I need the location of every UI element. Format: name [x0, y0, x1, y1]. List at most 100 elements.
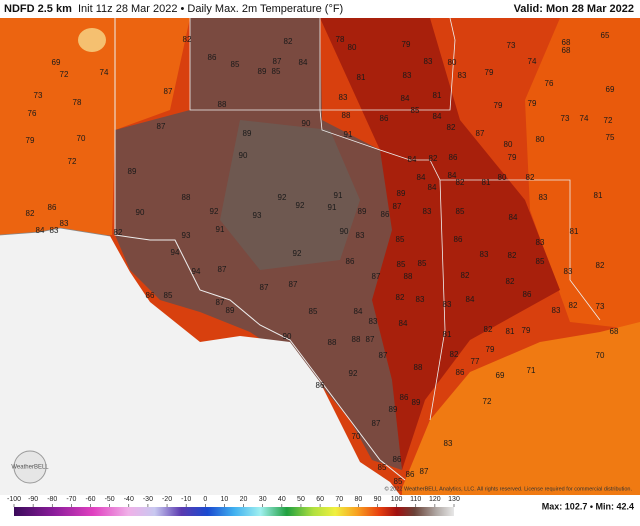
temp-label: 82 [526, 173, 535, 182]
temp-label: 73 [561, 114, 570, 123]
colorbar-tick-label: 130 [448, 496, 460, 503]
temp-label: 85 [231, 60, 240, 69]
temp-label: 68 [562, 46, 571, 55]
colorbar-tick-label: -70 [66, 496, 76, 503]
temp-label: 86 [346, 257, 355, 266]
temp-label: 87 [420, 467, 429, 476]
temp-label: 83 [416, 295, 425, 304]
temp-label: 89 [397, 189, 406, 198]
temp-label: 85 [397, 260, 406, 269]
colorbar-tick-label: -60 [85, 496, 95, 503]
temp-label: 85 [418, 259, 427, 268]
temp-label: 81 [570, 227, 579, 236]
temp-label: 85 [164, 291, 173, 300]
temp-label: 89 [243, 129, 252, 138]
temp-label: 87 [164, 87, 173, 96]
temp-label: 79 [402, 40, 411, 49]
temp-label: 81 [594, 191, 603, 200]
temp-label: 83 [444, 439, 453, 448]
east-region [525, 18, 640, 330]
temp-label: 81 [506, 327, 515, 336]
temp-label: 84 [354, 307, 363, 316]
temp-label: 90 [136, 208, 145, 217]
temp-label: 82 [429, 154, 438, 163]
temp-label: 83 [536, 238, 545, 247]
temp-label: 84 [36, 226, 45, 235]
temp-label: 69 [606, 85, 615, 94]
temp-label: 85 [309, 307, 318, 316]
temp-label: 79 [494, 101, 503, 110]
temp-label: 86 [400, 393, 409, 402]
temp-label: 86 [381, 210, 390, 219]
temp-label: 85 [396, 235, 405, 244]
temp-label: 87 [216, 298, 225, 307]
colorbar-tick-label: 40 [278, 496, 286, 503]
temp-label: 85 [272, 67, 281, 76]
state-border [114, 18, 406, 481]
temp-label: 65 [601, 31, 610, 40]
colorbar-tick-label: 10 [221, 496, 229, 503]
copyright: © 2022 WeatherBELL Analytics, LLC. All r… [385, 485, 633, 492]
temp-label: 86 [208, 53, 217, 62]
logo-mark [13, 450, 47, 484]
temp-label: 88 [352, 335, 361, 344]
temp-label: 83 [443, 300, 452, 309]
temp-label: 80 [498, 173, 507, 182]
temp-label: 83 [564, 267, 573, 276]
mexico [0, 228, 400, 495]
temp-label: 87 [289, 280, 298, 289]
temp-label: 84 [399, 319, 408, 328]
temp-label: 87 [273, 57, 282, 66]
temp-label: 89 [128, 167, 137, 176]
temp-label: 83 [458, 71, 467, 80]
colorbar-tick-label: -20 [162, 496, 172, 503]
temp-label: 74 [528, 57, 537, 66]
temp-label: 79 [508, 153, 517, 162]
temp-label: 80 [348, 43, 357, 52]
temp-label: 82 [569, 301, 578, 310]
temp-label: 76 [28, 109, 37, 118]
colorbar-tick-label: 100 [391, 496, 403, 503]
temp-label: 83 [356, 231, 365, 240]
temp-label: 88 [342, 111, 351, 120]
temp-label: 87 [476, 129, 485, 138]
temp-label: 82 [284, 37, 293, 46]
temp-label: 91 [216, 225, 225, 234]
temp-label: 90 [302, 119, 311, 128]
temp-label: 87 [366, 335, 375, 344]
temp-label: 82 [114, 228, 123, 237]
temp-label: 82 [183, 35, 192, 44]
temp-label: 84 [401, 94, 410, 103]
temp-label: 93 [253, 211, 262, 220]
temp-label: 88 [182, 193, 191, 202]
temp-label: 86 [454, 235, 463, 244]
temp-label: 70 [352, 432, 361, 441]
colorbar-tick-label: 110 [410, 496, 421, 503]
gulf [402, 322, 640, 495]
temp-label: 85 [394, 477, 403, 486]
temp-label: 82 [508, 251, 517, 260]
temp-label: 83 [369, 317, 378, 326]
temp-label: 94 [192, 267, 201, 276]
state-border [319, 17, 456, 111]
temp-label: 89 [412, 398, 421, 407]
state-border [440, 179, 601, 321]
temp-label: 86 [316, 381, 325, 390]
temp-label: 88 [404, 272, 413, 281]
temp-label: 77 [471, 357, 480, 366]
temp-label: 68 [562, 38, 571, 47]
colorbar-tick-label: -80 [47, 496, 57, 503]
colorbar-tick-label: -10 [181, 496, 191, 503]
temp-label: 92 [349, 369, 358, 378]
temp-label: 91 [344, 130, 353, 139]
temp-label: 82 [461, 271, 470, 280]
temp-label: 88 [414, 363, 423, 372]
temp-label: 87 [157, 122, 166, 131]
temp-label: 70 [77, 134, 86, 143]
temp-label: 72 [60, 70, 69, 79]
temp-label: 86 [406, 470, 415, 479]
temp-label: 72 [68, 157, 77, 166]
temp-label: 81 [443, 330, 452, 339]
temp-label: 79 [528, 99, 537, 108]
